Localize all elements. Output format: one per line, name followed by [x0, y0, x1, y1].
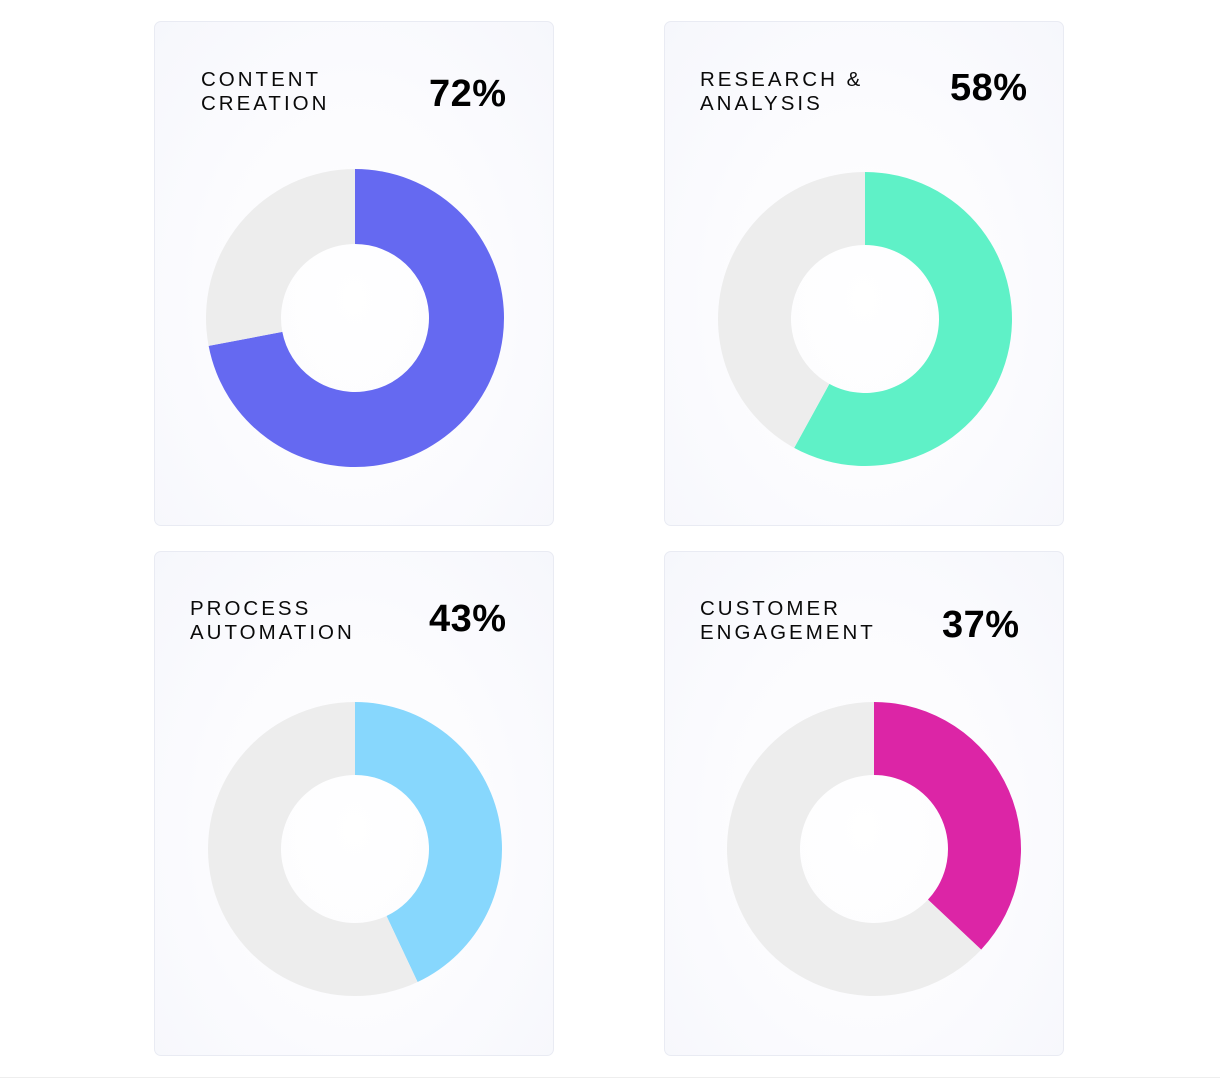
chart-title: CUSTOMER ENGAGEMENT	[700, 597, 876, 644]
chart-percentage: 58%	[950, 67, 1028, 109]
donut-chart	[206, 169, 505, 467]
donut-slice-value	[208, 169, 505, 467]
donut-slice-remainder	[718, 172, 865, 448]
chart-card: CONTENT CREATION 72%	[154, 21, 554, 526]
donut-chart	[208, 702, 502, 996]
bottom-divider	[0, 1077, 1220, 1078]
chart-card: RESEARCH & ANALYSIS 58%	[664, 21, 1064, 526]
donut-slice-remainder	[727, 702, 982, 996]
chart-title: RESEARCH & ANALYSIS	[700, 68, 864, 115]
donut-slice-value	[794, 172, 1012, 466]
chart-percentage: 43%	[429, 598, 507, 640]
chart-percentage: 72%	[429, 73, 507, 115]
donut-slice-remainder	[206, 169, 355, 346]
donut-chart	[718, 172, 1012, 466]
chart-title: PROCESS AUTOMATION	[190, 597, 355, 644]
chart-percentage: 37%	[942, 604, 1020, 646]
chart-card: PROCESS AUTOMATION 43%	[154, 551, 554, 1056]
donut-slice-value	[874, 702, 1021, 950]
donut-chart	[727, 702, 1021, 996]
donut-slice-remainder	[208, 702, 418, 996]
chart-card: CUSTOMER ENGAGEMENT 37%	[664, 551, 1064, 1056]
chart-title: CONTENT CREATION	[201, 68, 330, 115]
donut-slice-value	[355, 702, 502, 983]
